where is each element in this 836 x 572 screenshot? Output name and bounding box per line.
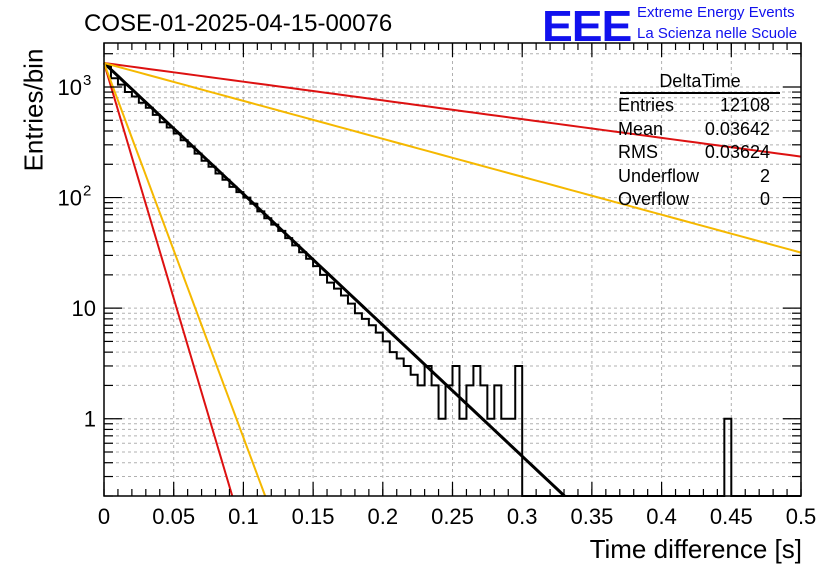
grid — [104, 43, 801, 496]
y-tick-label-exponent: 3 — [83, 72, 91, 89]
stats-title: DeltaTime — [620, 70, 780, 94]
stats-row-entries: Entries 12108 — [612, 94, 780, 118]
y-tick-label-exponent: 2 — [83, 183, 91, 200]
stats-label: Underflow — [618, 165, 700, 186]
stats-value: 12108 — [719, 95, 770, 115]
x-tick-label: 0.2 — [368, 504, 399, 529]
x-tick-label: 0.5 — [786, 504, 817, 529]
logo-caption-line1: Extreme Energy Events — [637, 4, 795, 21]
x-tick-label: 0.1 — [228, 504, 259, 529]
y-tick-label: 10 — [58, 75, 82, 100]
x-tick-label: 0.45 — [710, 504, 753, 529]
y-tick-label: 10 — [58, 186, 82, 211]
stats-row-overflow: Overflow 0 — [612, 188, 780, 212]
tick-labels: 0 0.05 0.1 0.15 0.2 0.25 0.3 0.35 0.4 0.45 0.5 1 10 1… — [58, 72, 817, 529]
stats-box: DeltaTime Entries 12108 Mean 0.03642 RMS… — [612, 70, 780, 212]
y-axis-label: Entries/bin — [18, 48, 49, 172]
stats-label: RMS — [618, 142, 658, 162]
curve-fit — [102, 61, 566, 498]
y-tick-label: 10 — [72, 296, 96, 321]
logo-caption-line2: La Scienza nelle Scuole — [637, 25, 798, 42]
axis-ticks — [103, 43, 802, 497]
stats-value: 2 — [759, 165, 770, 186]
eee-logo: EEE — [542, 2, 632, 51]
curve-orange-shallow — [103, 61, 802, 254]
stats-label: Entries — [618, 95, 675, 115]
curve-red-shallow — [103, 61, 802, 158]
stats-value: 0 — [759, 189, 770, 209]
fit-curves — [102, 61, 802, 498]
x-tick-label: 0.05 — [152, 504, 195, 529]
x-tick-label: 0.15 — [292, 504, 335, 529]
y-tick-label: 1 — [84, 407, 96, 432]
stats-row-mean: Mean 0.03642 — [612, 118, 780, 142]
stats-label: Overflow — [618, 189, 690, 209]
chart-title: COSE-01-2025-04-15-00076 — [84, 10, 393, 37]
x-tick-label: 0.35 — [570, 504, 613, 529]
stats-value: 0.03624 — [704, 142, 770, 162]
stats-row-underflow: Underflow 2 — [612, 165, 780, 189]
x-tick-label: 0 — [98, 504, 110, 529]
stats-label: Mean — [618, 118, 664, 139]
curve-red-steep — [103, 62, 234, 497]
x-tick-label: 0.4 — [646, 504, 677, 529]
x-axis-label: Time difference [s] — [589, 534, 802, 564]
x-tick-label: 0.25 — [431, 504, 474, 529]
stats-value: 0.03642 — [704, 118, 770, 139]
curve-orange-steep — [103, 62, 267, 497]
stats-row-rms: RMS 0.03624 — [612, 141, 780, 165]
x-tick-label: 0.3 — [507, 504, 538, 529]
